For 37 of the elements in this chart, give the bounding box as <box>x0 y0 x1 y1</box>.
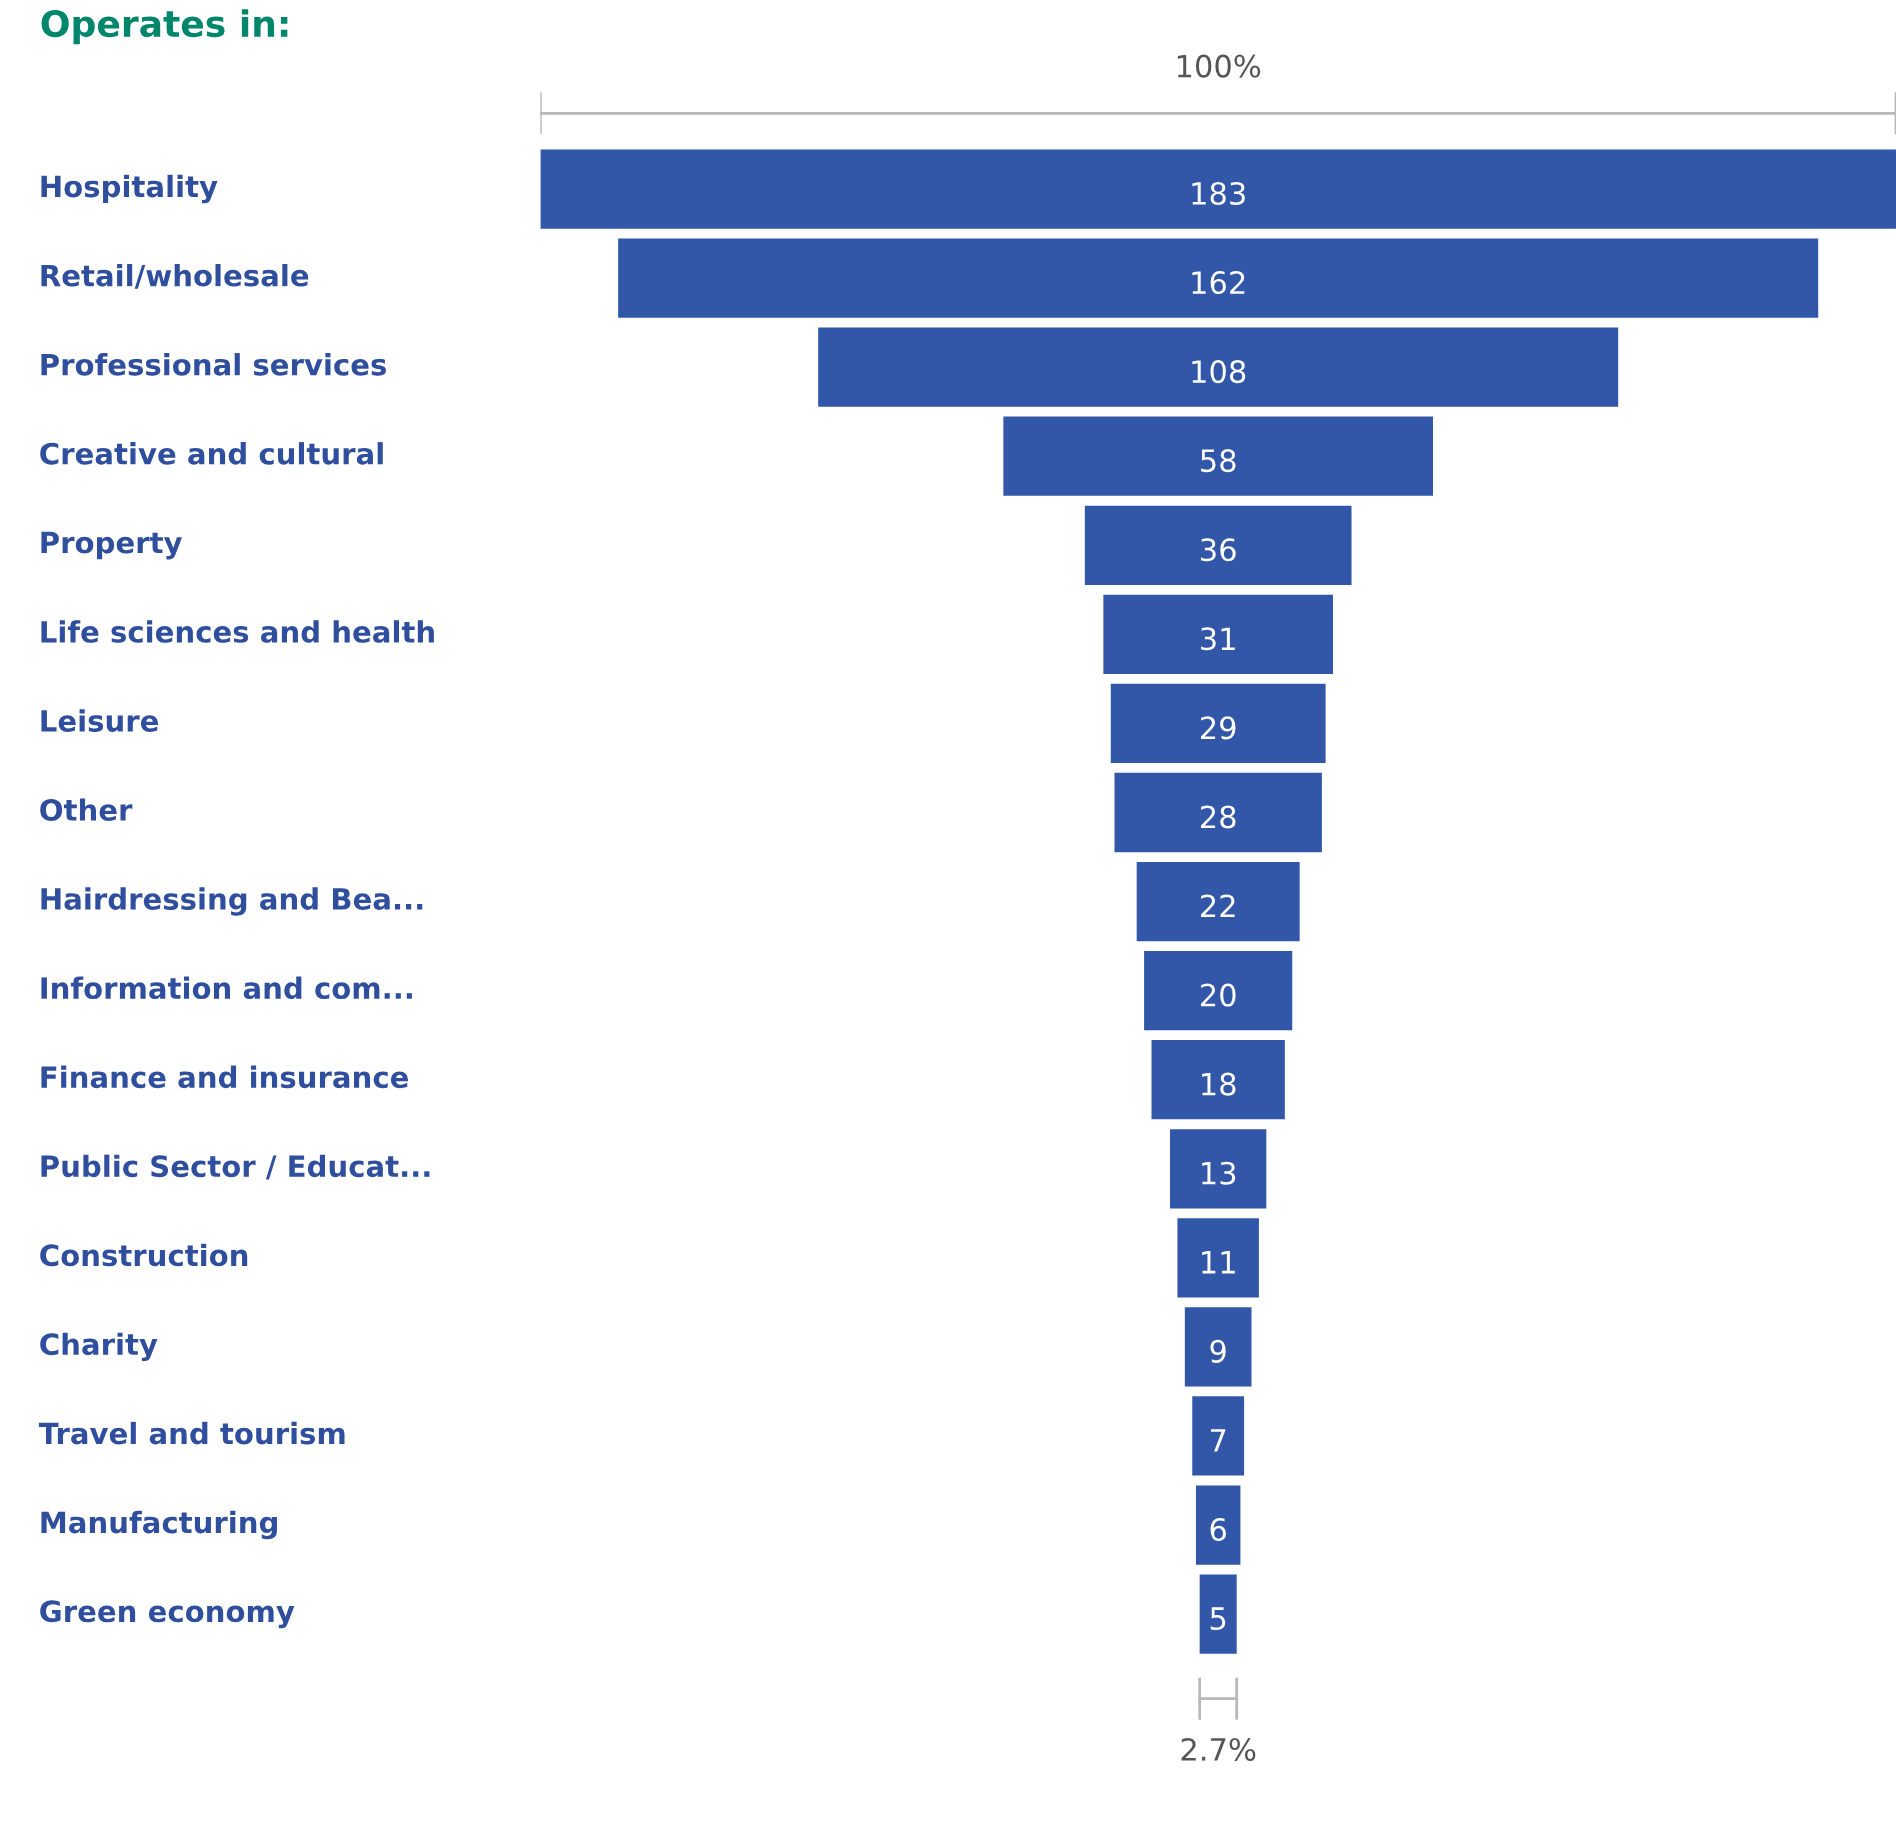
data-label: 13 <box>1202 1161 1236 1185</box>
category-label: Property <box>41 531 183 560</box>
category-label: Public Sector / Educat... <box>41 1154 430 1180</box>
category-label: Life sciences and health <box>41 620 434 643</box>
text: 2.7% <box>1181 1737 1256 1762</box>
data-label: 31 <box>1201 627 1235 651</box>
data-label: 183 <box>1192 181 1245 206</box>
data-label: 29 <box>1200 716 1236 740</box>
category-label: Retail/wholesale <box>41 263 309 289</box>
data-label: 108 <box>1192 360 1246 384</box>
category-label: Leisure <box>41 709 159 732</box>
data-label: 5 <box>1210 1607 1226 1631</box>
data-label: 162 <box>1192 270 1245 295</box>
data-label: 18 <box>1202 1072 1236 1096</box>
category-label: Professional services <box>41 353 386 376</box>
category-label: Creative and cultural <box>40 442 383 465</box>
data-label: 11 <box>1202 1251 1235 1274</box>
data-label: 7 <box>1210 1429 1226 1452</box>
data-label: 6 <box>1210 1517 1226 1542</box>
data-label: 36 <box>1201 538 1236 562</box>
text: Operates in: <box>41 9 288 45</box>
text: 100% <box>1177 54 1261 78</box>
category-label: Finance and insurance <box>41 1065 408 1089</box>
category-label: Manufacturing <box>41 1510 277 1540</box>
category-label: Information and com... <box>41 976 412 1000</box>
data-label: 20 <box>1200 983 1236 1007</box>
category-label: Travel and tourism <box>38 1421 345 1445</box>
data-label: 58 <box>1201 449 1236 473</box>
data-label: 22 <box>1200 894 1235 918</box>
category-label: Charity <box>40 1332 158 1362</box>
category-label: Hospitality <box>41 174 218 204</box>
category-label: Construction <box>40 1243 248 1267</box>
data-label: 9 <box>1210 1339 1226 1363</box>
data-label: 28 <box>1200 805 1236 829</box>
category-label: Other <box>40 798 133 821</box>
category-label: Hairdressing and Bea... <box>41 887 423 916</box>
category-label: Green economy <box>40 1600 295 1629</box>
